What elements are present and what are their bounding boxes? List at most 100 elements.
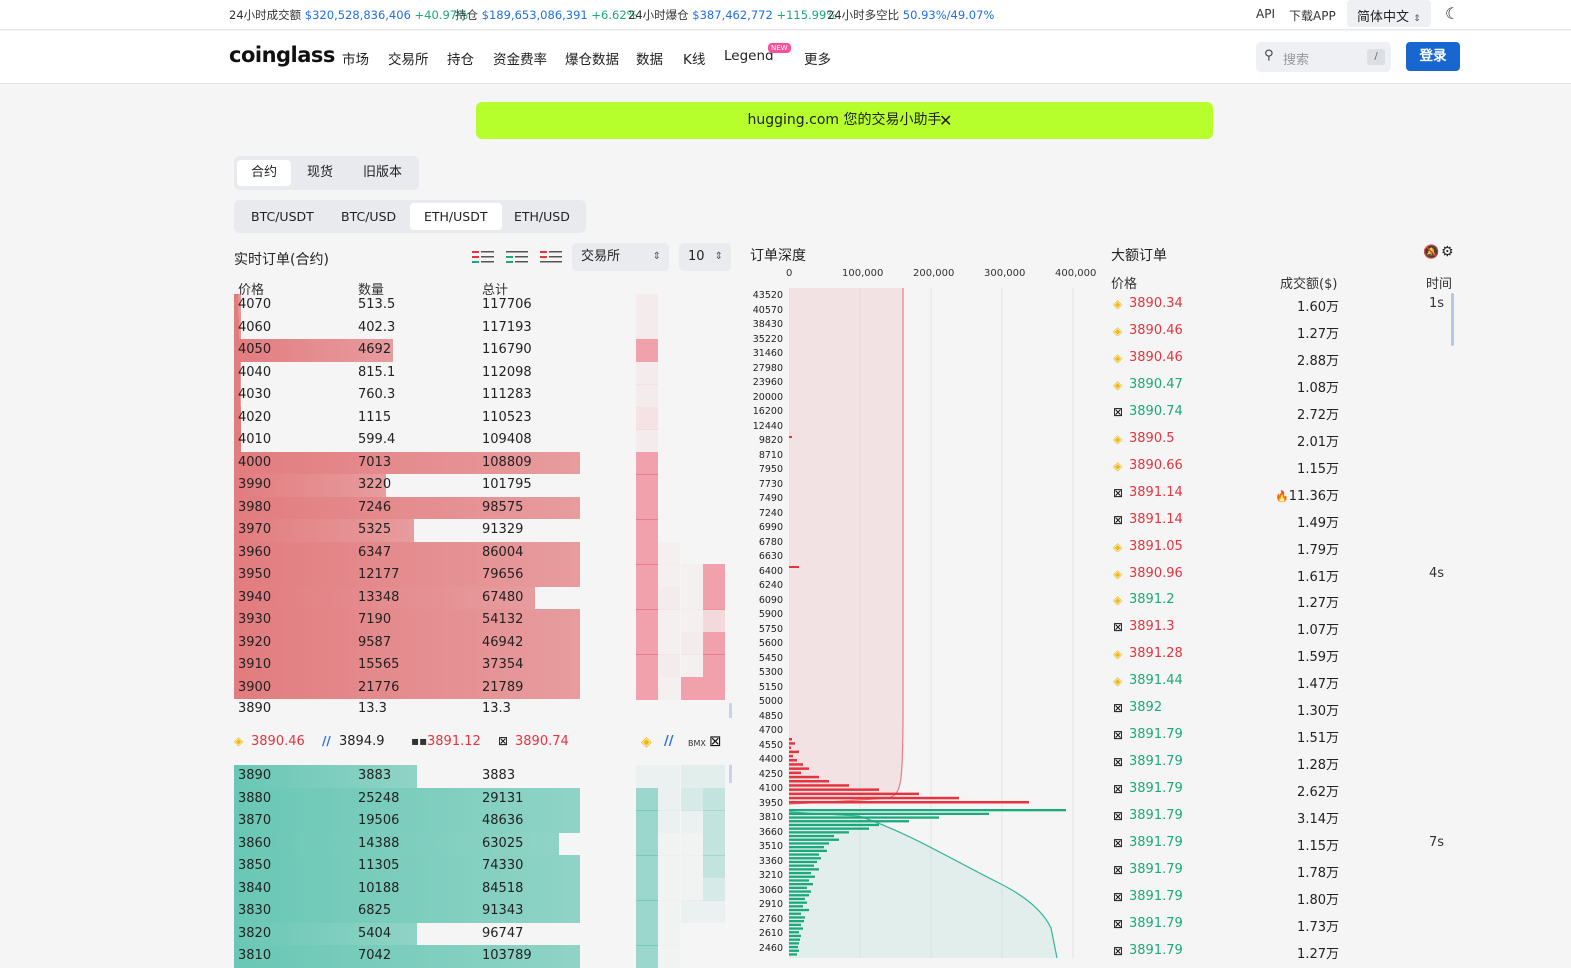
large-order-row[interactable]: ⊠ 3891.14 1.49万	[1111, 508, 1456, 535]
large-order-row[interactable]: ⊠ 3892 1.30万	[1111, 696, 1456, 723]
scrollbar[interactable]	[729, 765, 732, 783]
okx-icon[interactable]: ⊠	[709, 732, 722, 750]
nav-item-kline[interactable]: K线	[683, 52, 706, 68]
tab-eth-usdt[interactable]: ETH/USDT	[410, 203, 502, 230]
ask-row[interactable]: 3900 21776 21789	[234, 676, 580, 699]
ask-row[interactable]: 4010 599.4 109408	[234, 429, 580, 452]
large-order-row[interactable]: ◈ 3890.5 2.01万	[1111, 427, 1456, 454]
large-order-row[interactable]: ◈ 3891.28 1.59万	[1111, 642, 1456, 669]
ask-row[interactable]: 4020 1115 110523	[234, 406, 580, 429]
large-order-row[interactable]: ⊠ 3891.79 1.78万	[1111, 858, 1456, 885]
ask-row[interactable]: 3930 7190 54132	[234, 609, 580, 632]
large-order-row[interactable]: ⊠ 3891.79 1.80万	[1111, 885, 1456, 912]
large-order-row[interactable]: ⊠ 3891.79 1.73万	[1111, 912, 1456, 939]
search-input[interactable]: ⚲ 搜索 /	[1256, 42, 1391, 72]
ask-row[interactable]: 3910 15565 37354	[234, 654, 580, 677]
tab-eth-usd[interactable]: ETH/USD	[514, 209, 570, 224]
nav-item-more[interactable]: 更多	[804, 52, 831, 68]
ask-row[interactable]: 4050 4692 116790	[234, 339, 580, 362]
bid-row[interactable]: 3860 14388 63025	[234, 832, 580, 855]
ask-row[interactable]: 4030 760.3 111283	[234, 384, 580, 407]
ask-row[interactable]: 4040 815.1 112098	[234, 361, 580, 384]
large-order-row[interactable]: ⊠ 3891.79 3.14万	[1111, 804, 1456, 831]
scrollbar[interactable]	[729, 703, 732, 718]
order-price: 3890.46	[1129, 349, 1183, 365]
bid-row[interactable]: 3870 19506 48636	[234, 810, 580, 833]
ask-row[interactable]: 3920 9587 46942	[234, 631, 580, 654]
ask-row[interactable]: 4060 402.3 117193	[234, 316, 580, 339]
ask-row[interactable]: 3970 5325 91329	[234, 519, 580, 542]
bybit-icon[interactable]: //	[664, 734, 674, 749]
large-order-row[interactable]: ⊠ 3891.79 1.28万	[1111, 750, 1456, 777]
bid-row[interactable]: 3820 5404 96747	[234, 922, 580, 945]
tab-spot[interactable]: 现货	[307, 165, 334, 180]
language-select[interactable]: 简体中文 ⇕	[1347, 0, 1431, 27]
view-both-icon[interactable]	[472, 250, 494, 264]
large-order-row[interactable]: ◈ 3890.46 1.27万	[1111, 319, 1456, 346]
nav-item-market[interactable]: 市场	[342, 52, 369, 68]
large-order-row[interactable]: ◈ 3890.96 1.61万 4s	[1111, 562, 1456, 589]
ask-total: 21789	[482, 679, 524, 695]
bybit-price: 3894.9	[339, 734, 385, 749]
ask-row[interactable]: 4070 513.5 117706	[234, 294, 580, 317]
tab-old-version[interactable]: 旧版本	[363, 165, 403, 180]
bid-depth-bar	[789, 846, 824, 849]
nav-item-funding-rate[interactable]: 资金费率	[493, 52, 547, 68]
view-bids-icon[interactable]	[506, 250, 528, 264]
large-order-row[interactable]: ◈ 3891.44 1.47万	[1111, 669, 1456, 696]
large-order-row[interactable]: ⊠ 3891.79 1.51万	[1111, 723, 1456, 750]
nav-item-open-interest[interactable]: 持仓	[447, 52, 474, 68]
large-order-row[interactable]: ⊠ 3891.3 1.07万	[1111, 615, 1456, 642]
large-order-row[interactable]: ◈ 3890.66 1.15万	[1111, 454, 1456, 481]
bid-row[interactable]: 3850 11305 74330	[234, 855, 580, 878]
ask-row[interactable]: 3940 13348 67480	[234, 586, 580, 609]
bid-row[interactable]: 3810 7042 103789	[234, 945, 580, 968]
depth-size-select[interactable]: 10 ⇕	[679, 243, 731, 271]
close-icon[interactable]: ✕	[939, 111, 953, 130]
bell-off-icon[interactable]: 🔕	[1423, 245, 1440, 260]
exchange-select[interactable]: 交易所 ⇕	[572, 243, 669, 271]
large-order-row[interactable]: ⊠ 3890.74 2.72万	[1111, 400, 1456, 427]
nav-item-exchanges[interactable]: 交易所	[388, 52, 429, 68]
ask-row[interactable]: 3950 12177 79656	[234, 564, 580, 587]
dark-mode-moon-icon[interactable]: ☾	[1445, 4, 1460, 23]
large-order-row[interactable]: ◈ 3890.46 2.88万	[1111, 346, 1456, 373]
tab-btc-usdt[interactable]: BTC/USDT	[251, 209, 314, 224]
large-order-row[interactable]: ⊠ 3891.79 2.62万	[1111, 777, 1456, 804]
large-order-row[interactable]: ⊠ 3891.79 1.27万	[1111, 939, 1456, 966]
bid-row[interactable]: 3840 10188 84518	[234, 877, 580, 900]
view-asks-icon[interactable]	[540, 250, 562, 264]
large-order-row[interactable]: ⊠ 3891.79 1.15万 7s	[1111, 831, 1456, 858]
order-amount-value: 1.79万	[1297, 542, 1339, 558]
scrollbar[interactable]	[1451, 293, 1454, 346]
large-order-row[interactable]: ◈ 3890.34 1.60万 1s	[1111, 292, 1456, 319]
large-order-row[interactable]: ◈ 3891.2 1.27万	[1111, 588, 1456, 615]
ask-row[interactable]: 3990 3220 101795	[234, 474, 580, 497]
ask-row[interactable]: 4000 7013 108809	[234, 451, 580, 474]
bid-row[interactable]: 3880 25248 29131	[234, 787, 580, 810]
tab-futures[interactable]: 合约	[237, 160, 292, 186]
logo[interactable]: coinglass	[229, 43, 335, 67]
binance-icon[interactable]: ◈	[641, 734, 652, 750]
large-order-row[interactable]: ⊠ 3891.14 🔥11.36万	[1111, 481, 1456, 508]
gear-icon[interactable]: ⚙	[1441, 244, 1454, 260]
promo-banner[interactable]: hugging.com 您的交易小助手 ✕	[476, 102, 1213, 139]
login-button[interactable]: 登录	[1406, 42, 1460, 71]
ask-total: 37354	[482, 657, 524, 672]
bid-row[interactable]: 3890 3883 3883	[234, 765, 580, 788]
bitmex-icon[interactable]: BMX	[688, 739, 706, 748]
ask-row[interactable]: 3960 6347 86004	[234, 541, 580, 564]
search-shortcut: /	[1367, 49, 1385, 65]
y-tick-label: 6990	[758, 522, 783, 533]
ask-row[interactable]: 3980 7246 98575	[234, 496, 580, 519]
bid-row[interactable]: 3830 6825 91343	[234, 900, 580, 923]
nav-item-liquidation[interactable]: 爆仓数据	[565, 52, 619, 68]
bid-depth-bar	[789, 897, 805, 901]
nav-item-legend[interactable]: Legend	[724, 48, 774, 64]
tab-btc-usd[interactable]: BTC/USD	[341, 209, 397, 224]
download-app-link[interactable]: 下载APP	[1289, 9, 1336, 23]
large-order-row[interactable]: ◈ 3890.47 1.08万	[1111, 373, 1456, 400]
api-link[interactable]: API	[1256, 7, 1275, 21]
large-order-row[interactable]: ◈ 3891.05 1.79万	[1111, 535, 1456, 562]
nav-item-data[interactable]: 数据	[636, 52, 663, 68]
